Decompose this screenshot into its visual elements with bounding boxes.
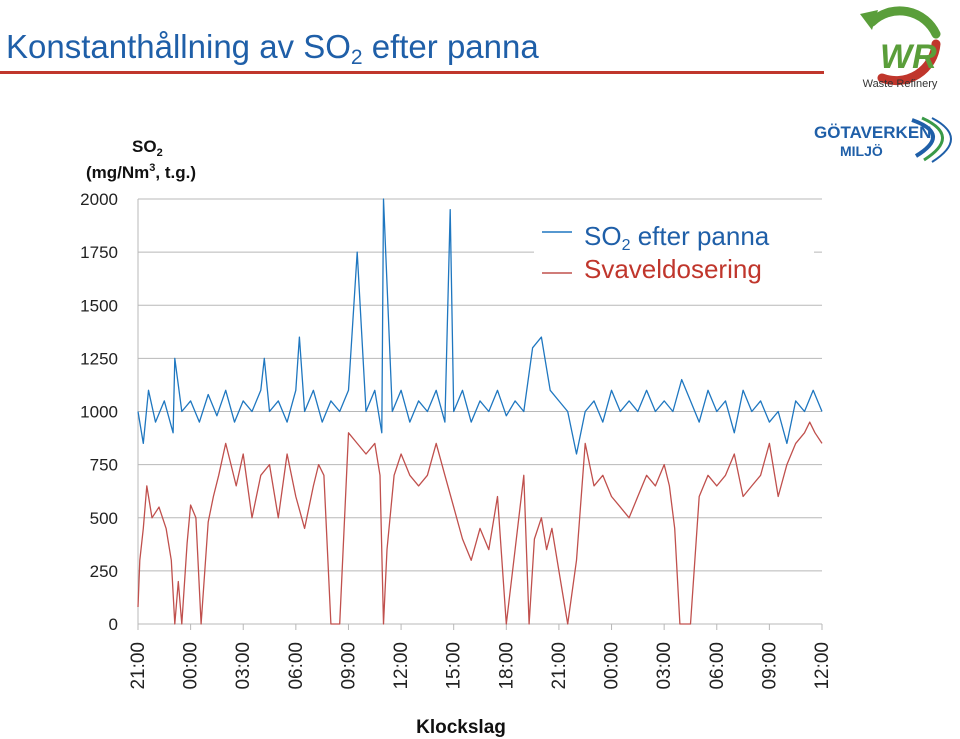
x-tick-label: 03:00	[233, 642, 254, 690]
y-axis-title-line2: (mg/Nm3, t.g.)	[86, 162, 196, 182]
y-tick-label: 750	[90, 456, 118, 475]
legend-label-so2-name: SO	[584, 221, 622, 251]
waste-refinery-caption: Waste Refinery	[862, 78, 938, 90]
y-tick-label: 2000	[80, 190, 118, 209]
x-tick-label: 12:00	[391, 642, 412, 690]
series-lines	[137, 198, 823, 625]
y-axis-title-unit-end: , t.g.)	[155, 163, 196, 182]
x-tick-label: 06:00	[707, 642, 728, 690]
x-tick-label: 18:00	[496, 642, 517, 690]
legend-label-sulfur: Svaveldosering	[584, 254, 762, 284]
y-axis-title-unit: (mg/Nm	[86, 163, 149, 182]
slide-title-rest: efter panna	[362, 28, 539, 65]
wr-logo-arc-green	[867, 6, 941, 39]
x-tick-label: 00:00	[602, 642, 623, 690]
y-tick-labels: 0 250 500 750 1000 1250 1500 1750 2000	[80, 190, 118, 634]
gotaverken-miljo-logo: GÖTAVERKEN MILJÖ	[814, 116, 952, 163]
x-tick-label: 15:00	[444, 642, 465, 690]
gridlines	[137, 198, 822, 625]
y-tick-label: 0	[109, 615, 118, 634]
legend-label-so2-sub: 2	[622, 237, 631, 254]
wr-logo-arrow	[860, 10, 878, 30]
x-tick-label: 06:00	[286, 642, 307, 690]
y-axis-title-so-sub: 2	[157, 147, 163, 159]
waste-refinery-logo: WR	[860, 6, 941, 86]
legend-background	[534, 216, 814, 288]
x-tick-label: 09:00	[338, 642, 359, 690]
y-axis-title: SO2 (mg/Nm3, t.g.)	[86, 137, 196, 182]
x-axis-title: Klockslag	[416, 717, 506, 738]
x-tick-label: 21:00	[128, 642, 149, 690]
x-tick-label: 03:00	[654, 642, 675, 690]
title-underline	[0, 71, 824, 74]
gv-logo-swoosh-blue-2	[931, 117, 952, 163]
x-tick-label: 12:00	[812, 642, 833, 690]
x-tick-labels: 21:00 00:00 03:00 06:00 09:00 12:00 15:00 18:00…	[128, 624, 833, 690]
y-tick-label: 1750	[80, 243, 118, 262]
y-tick-label: 1250	[80, 349, 118, 368]
y-tick-label: 250	[90, 562, 118, 581]
slide-title-main: Konstanthållning av SO	[6, 28, 351, 65]
y-axis-title-so: SO	[132, 137, 157, 156]
series-line-so2	[137, 198, 823, 455]
legend-label-so2: SO2 efter panna	[584, 221, 770, 254]
series-line-svaveldosering	[137, 421, 823, 625]
slide-title: Konstanthållning av SO2 efter panna	[6, 28, 539, 70]
legend: SO2 efter panna Svaveldosering	[534, 216, 814, 288]
y-axis-title-unit-sup: 3	[149, 162, 155, 174]
y-tick-label: 1500	[80, 296, 118, 315]
gv-logo-swoosh-green	[921, 116, 944, 162]
x-tick-label: 00:00	[181, 642, 202, 690]
y-axis-title-line1: SO2	[132, 137, 163, 159]
legend-label-so2-rest: efter panna	[630, 221, 769, 251]
y-tick-label: 500	[90, 509, 118, 528]
wr-logo-text: WR	[880, 38, 937, 76]
gv-logo-line1: GÖTAVERKEN	[814, 123, 931, 142]
gv-logo-line2: MILJÖ	[840, 143, 883, 159]
y-tick-label: 1000	[80, 403, 118, 422]
x-tick-label: 09:00	[759, 642, 780, 690]
wr-logo-arc-red	[877, 39, 941, 86]
x-tick-label: 21:00	[549, 642, 570, 690]
gv-logo-swoosh-blue	[911, 118, 935, 158]
slide-title-subscript: 2	[350, 46, 363, 69]
